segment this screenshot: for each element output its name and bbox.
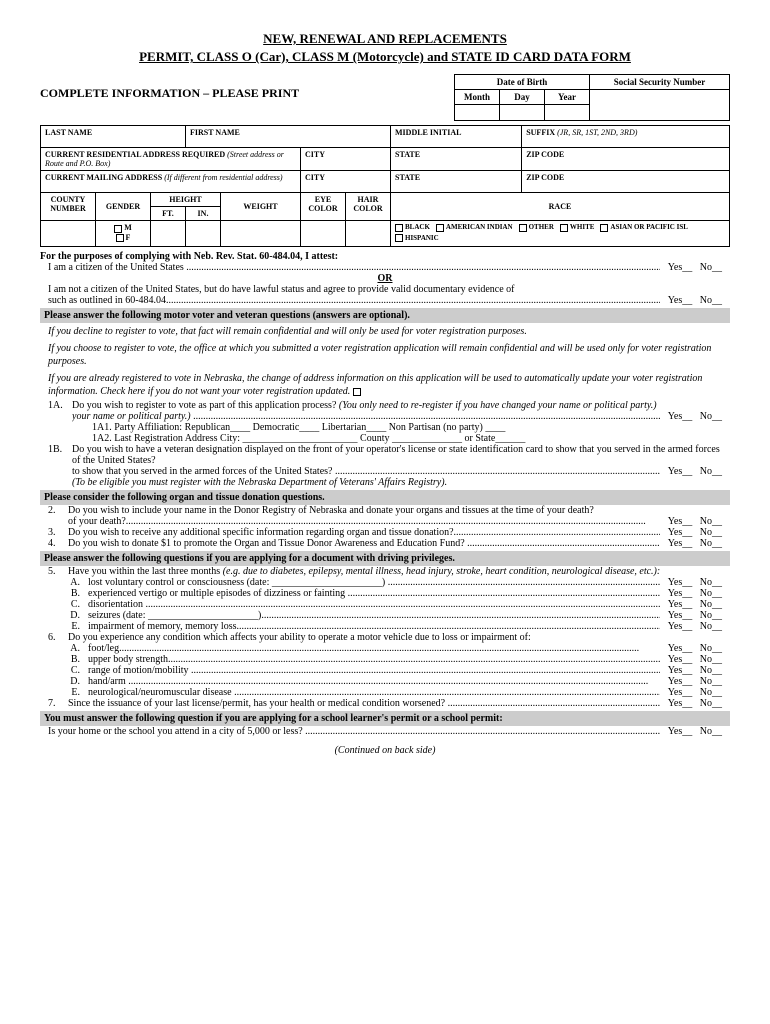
res-city-field[interactable]: CITY <box>301 148 391 171</box>
q6d-yn[interactable]: Yes__ No__ <box>660 676 722 687</box>
res-address-field[interactable]: CURRENT RESIDENTIAL ADDRESS REQUIRED (St… <box>41 148 301 171</box>
month-field[interactable] <box>455 105 500 121</box>
race-api-checkbox[interactable] <box>600 224 608 232</box>
res-zip-field[interactable]: ZIP CODE <box>522 148 730 171</box>
month-label: Month <box>455 90 500 105</box>
in-label: IN. <box>186 207 221 221</box>
ft-label: FT. <box>151 207 186 221</box>
middle-initial-field[interactable]: MIDDLE INITIAL <box>391 126 522 148</box>
q6a-yn[interactable]: Yes__ No__ <box>660 643 722 654</box>
mail-zip-field[interactable]: ZIP CODE <box>522 171 730 193</box>
q5e-yn[interactable]: Yes__ No__ <box>660 621 722 632</box>
or-divider: OR <box>40 273 730 284</box>
race-white-checkbox[interactable] <box>560 224 568 232</box>
ft-field[interactable] <box>151 221 186 247</box>
suffix-field[interactable]: SUFFIX (JR, SR, 1ST, 2ND, 3RD) <box>522 126 730 148</box>
q6e-yn[interactable]: Yes__ No__ <box>660 687 722 698</box>
voter-p1: If you decline to register to vote, that… <box>40 323 730 340</box>
first-name-field[interactable]: FIRST NAME <box>186 126 391 148</box>
ssn-header: Social Security Number <box>590 75 730 90</box>
q1a2[interactable]: 1A2. Last Registration Address City: ___… <box>92 433 722 444</box>
q1a1[interactable]: 1A1. Party Affiliation: Republican____ D… <box>92 422 722 433</box>
mail-address-field[interactable]: CURRENT MAILING ADDRESS (If different fr… <box>41 171 301 193</box>
race-hisp-checkbox[interactable] <box>395 234 403 242</box>
section-driving-header: Please answer the following questions if… <box>40 551 730 566</box>
dob-ssn-table: Date of Birth Social Security Number Mon… <box>454 74 730 121</box>
gender-f-checkbox[interactable] <box>116 234 124 242</box>
q1b-yn[interactable]: Yes__ No__ <box>660 466 722 477</box>
hair-color-label: HAIR COLOR <box>346 193 391 221</box>
q6c-yn[interactable]: Yes__ No__ <box>660 665 722 676</box>
race-other-checkbox[interactable] <box>519 224 527 232</box>
q5a-yn[interactable]: Yes__ No__ <box>660 577 722 588</box>
section-voter-header: Please answer the following motor voter … <box>40 308 730 323</box>
race-field[interactable]: BLACK AMERICAN INDIAN OTHER WHITE ASIAN … <box>391 221 730 247</box>
q2-yn[interactable]: Yes__ No__ <box>660 516 722 527</box>
mail-city-field[interactable]: CITY <box>301 171 391 193</box>
school-yn[interactable]: Yes__ No__ <box>660 726 722 737</box>
height-label: HEIGHT <box>151 193 221 207</box>
last-name-field[interactable]: LAST NAME <box>41 126 186 148</box>
voter-p2: If you choose to register to vote, the o… <box>40 340 730 370</box>
res-state-field[interactable]: STATE <box>391 148 522 171</box>
ssn-field[interactable] <box>590 90 730 121</box>
q4-yn[interactable]: Yes__ No__ <box>660 538 722 549</box>
section-organ-header: Please consider the following organ and … <box>40 490 730 505</box>
q5c-yn[interactable]: Yes__ No__ <box>660 599 722 610</box>
county-num-field[interactable] <box>41 221 96 247</box>
q3-yn[interactable]: Yes__ No__ <box>660 527 722 538</box>
not-citizen-text: I am not a citizen of the United States,… <box>40 284 730 295</box>
voter-p3: If you are already registered to vote in… <box>40 370 730 400</box>
section-school-header: You must answer the following question i… <box>40 711 730 726</box>
q6b-yn[interactable]: Yes__ No__ <box>660 654 722 665</box>
q1a-yn[interactable]: Yes__ No__ <box>660 411 722 422</box>
attest-intro: For the purposes of complying with Neb. … <box>40 251 730 262</box>
year-field[interactable] <box>545 105 590 121</box>
not-citizen-yn[interactable]: Yes__ No__ <box>660 295 722 306</box>
weight-field[interactable] <box>221 221 301 247</box>
gender-field[interactable]: M F <box>96 221 151 247</box>
eye-color-label: EYE COLOR <box>301 193 346 221</box>
gender-m-checkbox[interactable] <box>114 225 122 233</box>
form-title: NEW, RENEWAL AND REPLACEMENTS PERMIT, CL… <box>40 30 730 66</box>
continued-note: (Continued on back side) <box>40 745 730 756</box>
dob-header: Date of Birth <box>455 75 590 90</box>
in-field[interactable] <box>186 221 221 247</box>
year-label: Year <box>545 90 590 105</box>
mail-state-field[interactable]: STATE <box>391 171 522 193</box>
race-ai-checkbox[interactable] <box>436 224 444 232</box>
q5b-yn[interactable]: Yes__ No__ <box>660 588 722 599</box>
race-black-checkbox[interactable] <box>395 224 403 232</box>
main-info-table: LAST NAME FIRST NAME MIDDLE INITIAL SUFF… <box>40 125 730 247</box>
day-label: Day <box>500 90 545 105</box>
gender-label: GENDER <box>96 193 151 221</box>
hair-field[interactable] <box>346 221 391 247</box>
q7-yn[interactable]: Yes__ No__ <box>660 698 722 709</box>
q5d-yn[interactable]: Yes__ No__ <box>660 610 722 621</box>
eye-field[interactable] <box>301 221 346 247</box>
race-label: RACE <box>391 193 730 221</box>
weight-label: WEIGHT <box>221 193 301 221</box>
day-field[interactable] <box>500 105 545 121</box>
county-num-label: COUNTY NUMBER <box>41 193 96 221</box>
complete-info-heading: COMPLETE INFORMATION – PLEASE PRINT <box>40 74 454 121</box>
no-update-checkbox[interactable] <box>353 388 361 396</box>
citizen-yn[interactable]: Yes__ No__ <box>660 262 722 273</box>
